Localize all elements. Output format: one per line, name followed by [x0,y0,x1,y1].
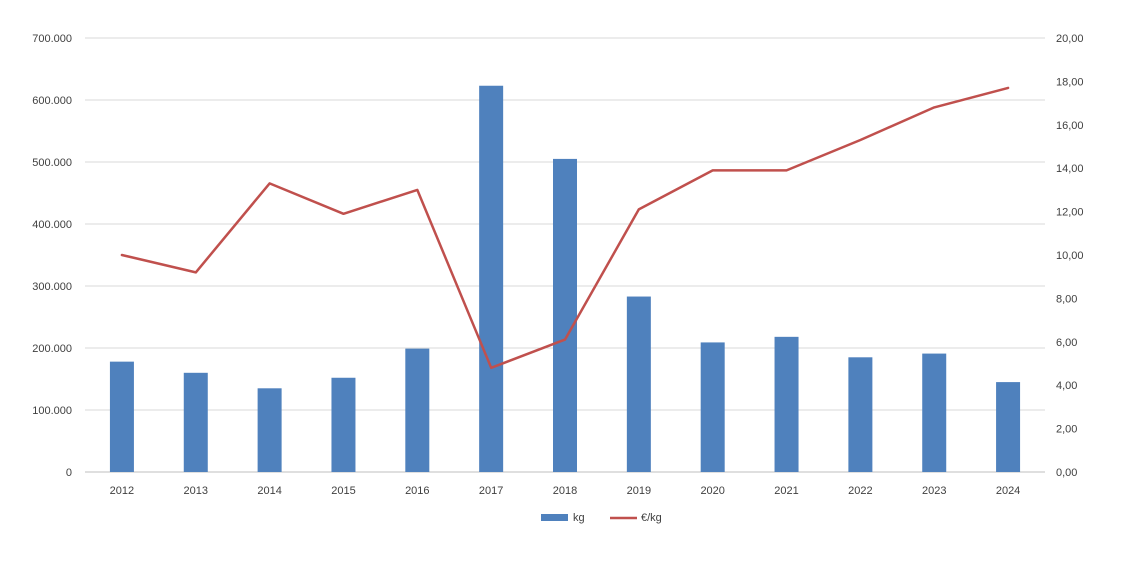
legend-item-kg: kg [541,512,585,524]
left-tick-label: 200.000 [32,343,72,355]
right-tick-label: 14,00 [1056,163,1084,175]
right-tick-label: 12,00 [1056,207,1084,219]
bar [331,377,356,472]
right-tick-label: 4,00 [1056,380,1077,392]
left-axis-ticks: 0 100.000 200.000 300.000 400.000 500.000 600.… [32,33,72,479]
x-tick-label: 2022 [848,485,872,497]
x-tick-label: 2024 [996,485,1020,497]
left-tick-label: 600.000 [32,95,72,107]
bar [405,348,430,472]
x-tick-label: 2018 [553,485,577,497]
left-tick-label: 0 [66,467,72,479]
bar [848,357,873,472]
right-tick-label: 6,00 [1056,337,1077,349]
right-tick-label: 16,00 [1056,120,1084,132]
legend: kg €/kg [541,512,662,524]
x-tick-label: 2019 [627,485,651,497]
bar [774,336,799,472]
legend-label: kg [573,512,585,524]
series-line [120,86,1010,370]
right-tick-label: 0,00 [1056,467,1077,479]
left-tick-label: 500.000 [32,157,72,169]
right-tick-label: 20,00 [1056,33,1084,45]
bar [922,353,947,472]
bar [996,382,1021,472]
legend-label: €/kg [641,512,662,524]
legend-item-eur-per-kg: €/kg [610,512,662,524]
left-tick-label: 400.000 [32,219,72,231]
left-tick-label: 300.000 [32,281,72,293]
bar [109,361,134,472]
x-tick-label: 2012 [110,485,134,497]
right-tick-label: 10,00 [1056,250,1084,262]
x-tick-label: 2017 [479,485,503,497]
bar [479,85,504,473]
bar [626,296,651,472]
x-tick-label: 2016 [405,485,429,497]
price-line [120,86,1010,370]
right-tick-label: 8,00 [1056,293,1077,305]
x-tick-label: 2020 [700,485,724,497]
x-tick-label: 2015 [331,485,355,497]
x-tick-label: 2021 [774,485,798,497]
bar [700,342,725,472]
legend-swatch [541,514,568,521]
bar [183,372,208,472]
left-tick-label: 100.000 [32,405,72,417]
right-axis-ticks: 0,00 2,00 4,00 6,00 8,00 10,00 12,00 14,00 16,00… [1056,33,1084,479]
x-tick-label: 2013 [184,485,208,497]
x-tick-label: 2014 [257,485,281,497]
bar [553,158,577,472]
x-axis-ticks: 2012 2013 2014 2015 2016 2017 2018 2019 2020 2021… [110,485,1021,497]
left-tick-label: 700.000 [32,33,72,45]
kg-bars [109,85,1021,473]
right-tick-label: 2,00 [1056,424,1077,436]
bar [257,388,282,472]
x-tick-label: 2023 [922,485,946,497]
right-tick-label: 18,00 [1056,76,1084,88]
